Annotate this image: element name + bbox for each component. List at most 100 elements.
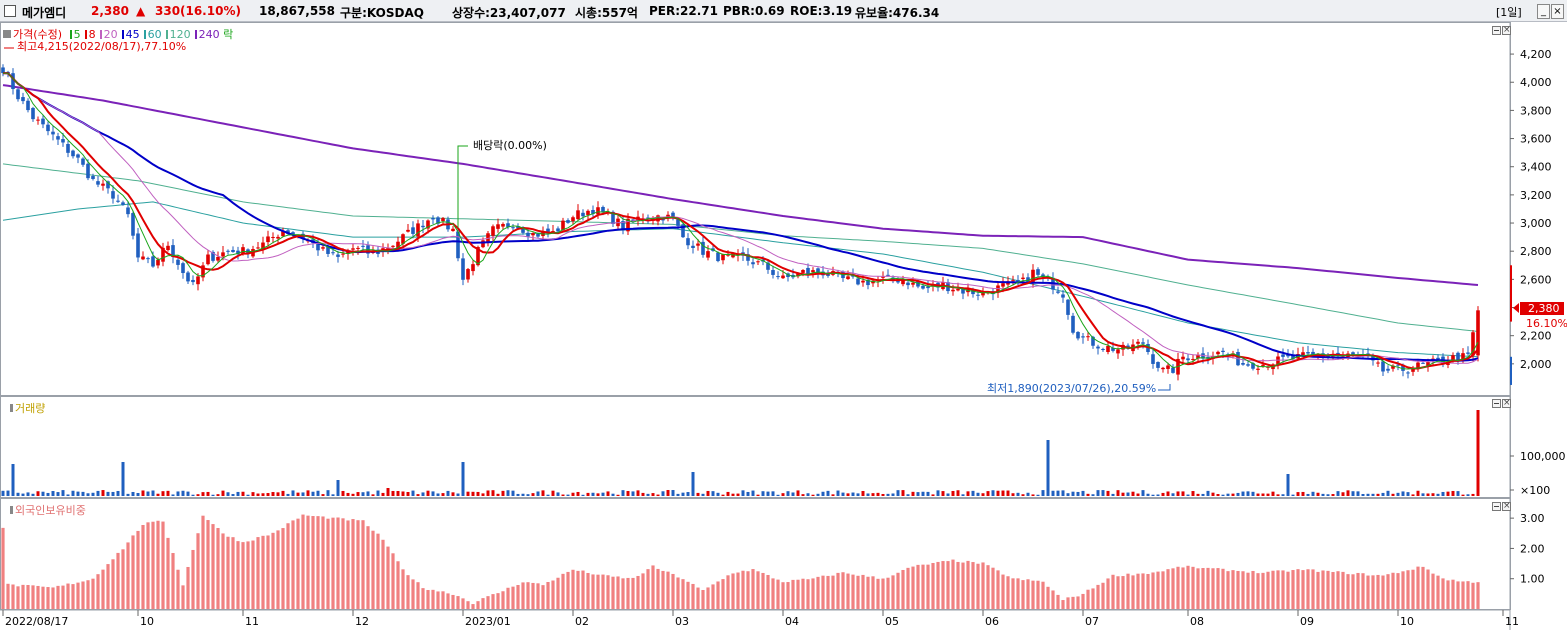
foreign-ratio-bar — [441, 591, 445, 609]
candle-body — [471, 264, 475, 272]
candle-body — [341, 253, 345, 255]
close-button[interactable]: × — [1551, 4, 1564, 19]
volume-bar — [1241, 491, 1245, 496]
volume-bar — [141, 490, 145, 496]
period-button[interactable]: [1일] — [1496, 6, 1522, 19]
volume-bar — [1341, 492, 1345, 496]
pane1-minimize-button[interactable] — [1492, 26, 1501, 35]
candle-body — [1246, 364, 1250, 366]
candle-body — [1111, 347, 1115, 351]
candle-body — [491, 226, 495, 236]
volume-bar — [111, 491, 115, 496]
volume-bar — [1296, 492, 1300, 496]
volume-bar — [781, 493, 785, 496]
volume-bar — [466, 491, 470, 496]
candle — [551, 225, 555, 233]
volume-bar — [1281, 494, 1285, 496]
foreign-ratio-bar — [966, 560, 970, 609]
volume-bar — [341, 490, 345, 496]
volume-bar — [1186, 494, 1190, 496]
foreign-ratio-bar — [696, 587, 700, 609]
foreign-ratio-bar — [356, 520, 360, 609]
volume-bar — [1136, 493, 1140, 496]
volume-bar — [576, 491, 580, 496]
candle-body — [326, 246, 330, 254]
candle — [531, 232, 535, 242]
candle-body — [36, 119, 40, 121]
candle — [726, 250, 730, 257]
candle-body — [31, 107, 35, 120]
volume-bar — [981, 493, 985, 496]
pane3-close-button[interactable] — [1502, 502, 1511, 511]
candle-body — [1281, 354, 1285, 357]
foreign-ratio-bar — [481, 598, 485, 609]
foreign-ratio-bar — [1126, 573, 1130, 609]
foreign-ratio-bar — [1211, 568, 1215, 609]
volume-bar — [1031, 494, 1035, 496]
price-tick-label: 3,000 — [1520, 217, 1552, 230]
foreign-ratio-bar — [641, 573, 645, 609]
volume-bar — [921, 491, 925, 496]
candle — [591, 205, 595, 219]
foreign-ratio-bar — [736, 572, 740, 609]
candle — [206, 250, 210, 266]
volume-bar — [866, 493, 870, 496]
foreign-ratio-bar — [506, 587, 510, 609]
foreign-ratio-bar — [1436, 575, 1440, 609]
ma8-polyline — [2, 72, 1479, 370]
foreign-ratio-bar — [1171, 568, 1175, 609]
foreign-ratio-bar — [1086, 589, 1090, 609]
candle-body — [206, 254, 210, 265]
volume-bar — [621, 490, 625, 496]
candle — [431, 215, 435, 225]
foreign-ratio-bar — [1456, 581, 1460, 609]
volume-bar — [451, 492, 455, 496]
foreign-ratio-bar — [1151, 572, 1155, 609]
candle-body — [71, 150, 75, 157]
pane3-minimize-button[interactable] — [1492, 502, 1501, 511]
foreign-ratio-bar — [386, 546, 390, 609]
volume-bar — [241, 491, 245, 496]
volume-bar — [486, 490, 490, 496]
candle — [556, 226, 560, 233]
minimize-button[interactable]: _ — [1537, 4, 1550, 19]
candle-body — [1476, 310, 1480, 356]
candle — [491, 224, 495, 242]
foreign-ratio-bar — [671, 573, 675, 609]
foreign-ratio-bar — [1326, 570, 1330, 609]
pane2-minimize-button[interactable] — [1492, 399, 1501, 408]
candle — [406, 223, 410, 233]
candle-body — [1386, 368, 1390, 371]
foreign-ratio-bar — [1361, 573, 1365, 609]
volume-bar — [1041, 490, 1045, 496]
foreign-ratio-bar — [811, 578, 815, 609]
volume-bar — [356, 492, 360, 496]
foreign-ratio-bar — [226, 536, 230, 609]
foreign-ratio-bar — [196, 533, 200, 609]
select-checkbox[interactable] — [4, 5, 16, 17]
candle-body — [1401, 364, 1405, 371]
pane1-close-button[interactable] — [1502, 26, 1511, 35]
volume-bar — [956, 490, 960, 496]
candle-body — [1041, 274, 1045, 278]
volume-bar — [81, 491, 85, 496]
foreign-ratio-bar — [1356, 572, 1360, 609]
candle — [746, 248, 750, 266]
foreign-ratio-bar — [1411, 569, 1415, 609]
candle — [421, 219, 425, 234]
volume-bar — [716, 492, 720, 496]
candle-body — [441, 218, 445, 222]
foreign-ratio-bar — [56, 585, 60, 609]
candle — [681, 223, 685, 238]
foreign-ratio-bar — [401, 569, 405, 609]
foreign-ratio-bar — [1221, 568, 1225, 609]
foreign-ratio-bar — [491, 594, 495, 609]
pane2-close-button[interactable] — [1502, 399, 1511, 408]
price-tick-label: 2,200 — [1520, 330, 1552, 343]
candle — [881, 271, 885, 284]
candle-body — [1311, 351, 1315, 355]
candle — [1171, 364, 1175, 374]
per-value: PER:22.71 — [649, 4, 718, 18]
candle-body — [1301, 352, 1305, 356]
volume-bar — [251, 492, 255, 496]
